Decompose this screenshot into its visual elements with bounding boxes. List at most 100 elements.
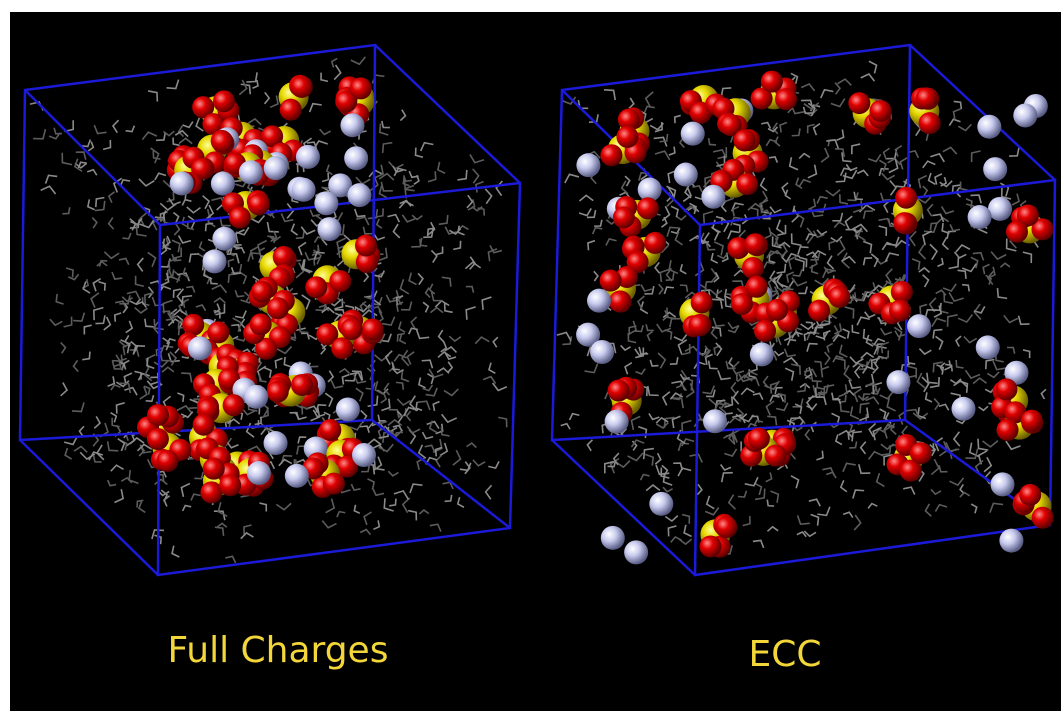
- oxygen: [848, 92, 870, 114]
- oxygen: [916, 87, 938, 109]
- cation: [605, 410, 629, 434]
- oxygen: [766, 299, 788, 321]
- cation: [983, 157, 1007, 181]
- oxygen: [869, 100, 891, 122]
- oxygen: [319, 419, 341, 441]
- cation: [352, 443, 376, 467]
- cation: [347, 183, 371, 207]
- cation: [649, 492, 673, 516]
- panel-label: ECC: [748, 634, 821, 675]
- oxygen: [736, 173, 758, 195]
- oxygen: [329, 270, 351, 292]
- oxygen: [1021, 410, 1043, 432]
- oxygen: [182, 314, 204, 336]
- oxygen: [267, 381, 289, 403]
- oxygen: [291, 374, 313, 396]
- oxygen: [362, 318, 384, 340]
- cation: [886, 370, 910, 394]
- oxygen: [893, 212, 915, 234]
- cation: [188, 336, 212, 360]
- cation: [624, 540, 648, 564]
- cation: [990, 472, 1014, 496]
- oxygen: [341, 318, 363, 340]
- oxygen: [250, 313, 272, 335]
- oxygen: [637, 197, 659, 219]
- cation: [211, 172, 235, 196]
- oxygen: [600, 270, 622, 292]
- cation: [601, 526, 625, 550]
- panel-label: Full Charges: [168, 630, 389, 671]
- oxygen: [600, 144, 622, 166]
- oxygen: [731, 293, 753, 315]
- cation: [590, 340, 614, 364]
- oxygen: [291, 76, 313, 98]
- oxygen: [207, 321, 229, 343]
- oxygen: [613, 206, 635, 228]
- cation: [314, 191, 338, 215]
- oxygen: [1032, 507, 1054, 529]
- oxygen: [331, 337, 353, 359]
- oxygen: [609, 290, 631, 312]
- oxygen: [691, 291, 713, 313]
- oxygen: [323, 473, 345, 495]
- cation: [247, 461, 271, 485]
- oxygen: [350, 77, 372, 99]
- scene: Full Charges ECC: [0, 0, 1061, 711]
- cation: [317, 217, 341, 241]
- oxygen: [700, 535, 722, 557]
- oxygen: [754, 320, 776, 342]
- oxygen: [1006, 221, 1028, 243]
- oxygen: [355, 234, 377, 256]
- cation: [587, 289, 611, 313]
- oxygen: [147, 428, 169, 450]
- oxygen: [889, 300, 911, 322]
- oxygen: [775, 88, 797, 110]
- cation: [285, 464, 309, 488]
- oxygen: [919, 112, 941, 134]
- oxygen: [828, 286, 850, 308]
- cation: [999, 529, 1023, 553]
- oxygen: [267, 297, 289, 319]
- cation: [264, 156, 288, 180]
- oxygen: [765, 445, 787, 467]
- cation: [244, 385, 268, 409]
- cation: [212, 227, 236, 251]
- cation: [296, 145, 320, 169]
- oxygen: [997, 419, 1019, 441]
- oxygen: [248, 193, 270, 215]
- cation: [674, 163, 698, 187]
- oxygen: [644, 232, 666, 254]
- oxygen: [733, 129, 755, 151]
- oxygen: [895, 187, 917, 209]
- oxygen: [995, 378, 1017, 400]
- cation: [907, 314, 931, 338]
- cation: [576, 153, 600, 177]
- oxygen: [746, 276, 768, 298]
- oxygen: [156, 450, 178, 472]
- cation: [701, 185, 725, 209]
- cation: [336, 397, 360, 421]
- cation: [292, 178, 316, 202]
- cation: [750, 342, 774, 366]
- oxygen: [608, 380, 630, 402]
- cation: [1013, 103, 1037, 127]
- oxygen: [744, 233, 766, 255]
- oxygen: [193, 414, 215, 436]
- cation: [968, 205, 992, 229]
- oxygen: [280, 99, 302, 121]
- cation: [951, 397, 975, 421]
- oxygen: [203, 458, 225, 480]
- oxygen: [251, 281, 273, 303]
- oxygen: [1019, 484, 1041, 506]
- oxygen: [891, 281, 913, 303]
- oxygen: [715, 516, 737, 538]
- oxygen: [688, 314, 710, 336]
- cation: [203, 249, 227, 273]
- oxygen: [147, 404, 169, 426]
- oxygen: [748, 428, 770, 450]
- oxygen: [305, 276, 327, 298]
- oxygen: [616, 126, 638, 148]
- cation: [170, 171, 194, 195]
- cation: [977, 115, 1001, 139]
- oxygen: [910, 442, 932, 464]
